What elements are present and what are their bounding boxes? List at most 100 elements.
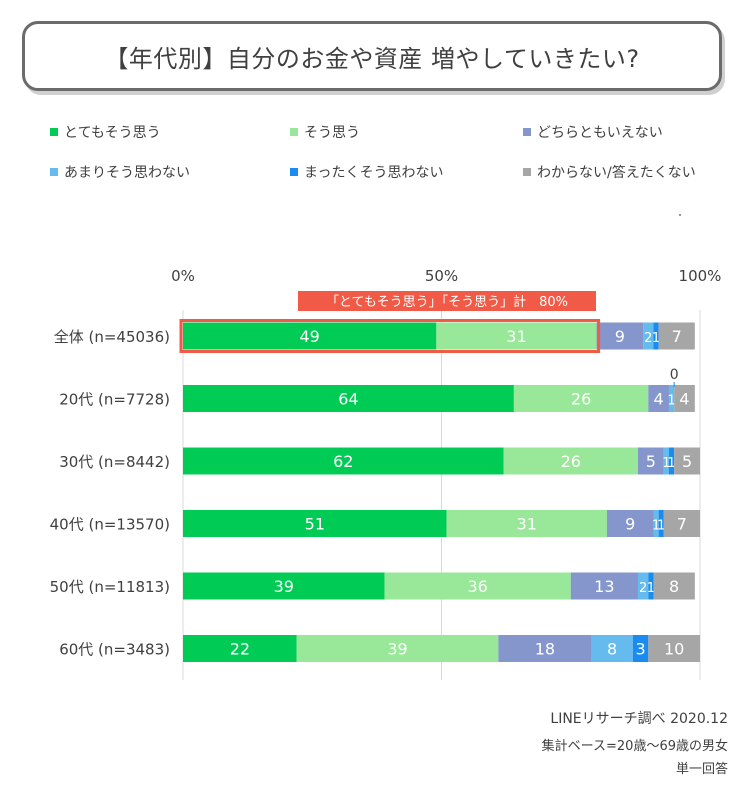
bar-segment [637,572,649,600]
bar-segment [436,322,597,350]
bar-segment [183,322,437,350]
bar-segment [648,572,654,600]
bar-segment [663,510,700,537]
legend-item-dont-know: わからない/答えたくない [523,162,696,182]
bar-segment [674,447,700,475]
bar-segment [653,322,659,350]
bar-segment [653,510,659,537]
bar-segment [498,635,592,662]
data-label: 8 [669,577,679,596]
category-label: 30代 (n=8442) [59,453,170,471]
bar-segment [183,635,297,662]
data-label: 1 [657,519,665,534]
legend-item-neutral: どちらともいえない [523,122,663,142]
data-label: 26 [561,452,581,471]
legend-label: あまりそう思わない [64,165,190,181]
data-label: 5 [682,452,692,471]
x-tick-label: 50% [425,267,458,285]
legend-swatch [523,128,531,136]
bar-segment [596,322,644,350]
annotation-label: 「とてもそう思う」「そう思う」計 80% [326,294,568,310]
zero-value-label: 0 [670,367,679,383]
bar-segment [643,322,654,350]
data-label: 31 [517,515,537,534]
data-label: 9 [615,327,625,346]
data-label: 31 [506,327,526,346]
category-label: 50代 (n=11813) [50,578,170,596]
category-label: 全体 (n=45036) [54,328,170,346]
category-label: 60代 (n=3483) [59,641,170,659]
data-label: 64 [338,390,358,409]
bar-segment [637,447,664,475]
data-label: 26 [571,390,591,409]
data-label: 1 [652,331,660,346]
footer-source: LINEリサーチ調べ 2020.12 [550,711,728,727]
data-label: 5 [646,452,656,471]
x-tick-label: 0% [171,267,195,285]
bar-segment [674,385,695,412]
data-label: 8 [607,640,617,659]
bar-segment [653,572,695,600]
data-label: 1 [667,456,675,471]
legend-swatch [290,128,298,136]
legend-swatch [290,168,298,176]
bar-segment [183,572,385,600]
legend-item-agree: そう思う [290,122,360,142]
legend-item-not-at-all: まったくそう思わない [290,162,443,182]
data-label: 1 [652,519,660,534]
bar-segment [183,510,447,537]
data-label: 1 [647,581,655,596]
data-label: 36 [468,577,488,596]
data-label: 3 [635,640,645,659]
data-label: 1 [667,394,675,409]
bar-segment [570,572,638,600]
stray-dot [679,214,681,216]
annotation-label-box [298,291,596,311]
chart-title-box: 【年代別】自分のお金や資産 増やしていきたい? [22,21,722,91]
legend-label: どちらともいえない [537,125,663,141]
footer-base: 集計ベース=20歳～69歳の男女 [541,739,728,754]
legend-swatch [523,168,531,176]
data-label: 7 [677,515,687,534]
chart-title: 【年代別】自分のお金や資産 増やしていきたい? [104,44,640,73]
data-label: 22 [230,640,250,659]
bar-segment [658,322,695,350]
legend-swatch [50,128,58,136]
footer-answer-type: 単一回答 [675,762,728,777]
legend-item-very-much: とてもそう思う [50,122,161,142]
legend-label: そう思う [304,125,360,141]
category-label: 40代 (n=13570) [50,516,170,534]
data-label: 13 [594,577,614,596]
data-label: 51 [305,515,325,534]
bar-segment [606,510,654,537]
data-label: 49 [299,327,319,346]
data-label: 39 [387,640,407,659]
data-label: 39 [274,577,294,596]
data-label: 62 [333,452,353,471]
data-label: 4 [654,390,664,409]
bar-segment [591,635,633,662]
bar-segment [658,510,664,537]
bar-segment [668,385,675,412]
data-label: 2 [644,331,652,346]
legend-label: まったくそう思わない [304,165,444,181]
category-label: 20代 (n=7728) [59,391,170,409]
data-label: 4 [679,390,689,409]
data-label: 2 [639,581,647,596]
bar-segment [446,510,607,537]
annotation-highlight-frame [179,319,601,353]
bar-segment [183,385,514,412]
legend-swatch [50,168,58,176]
bar-segment [513,385,649,412]
legend-label: とてもそう思う [64,125,161,141]
x-tick-label: 100% [679,267,722,285]
bar-segment [648,635,700,662]
data-label: 7 [672,327,682,346]
bar-segment [632,635,649,662]
bar-segment [668,447,675,475]
data-label: 1 [662,456,670,471]
bar-segment [296,635,499,662]
data-label: 10 [664,640,684,659]
data-label: 9 [625,515,635,534]
data-label: 18 [535,640,555,659]
